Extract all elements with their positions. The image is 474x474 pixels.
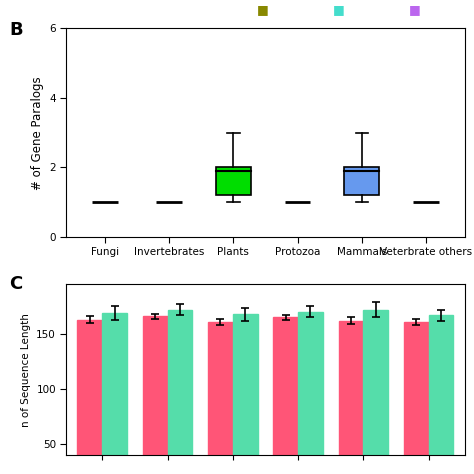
Text: ■: ■ — [333, 3, 345, 16]
Bar — [143, 316, 167, 474]
Text: ■: ■ — [409, 3, 420, 16]
Bar — [404, 322, 428, 474]
Bar — [167, 310, 192, 474]
Text: B: B — [9, 21, 23, 39]
Y-axis label: n of Sequence Length: n of Sequence Length — [21, 313, 31, 427]
Legend: Fungi, Plants, Mammals, Invertebrates, Protozoa, Vertebrate others: Fungi, Plants, Mammals, Invertebrates, P… — [222, 317, 448, 341]
Bar — [216, 167, 251, 195]
Bar — [102, 313, 127, 474]
Bar — [344, 167, 379, 195]
X-axis label: Organismal Divisions: Organismal Divisions — [192, 310, 339, 323]
Bar — [298, 312, 323, 474]
Bar — [208, 322, 233, 474]
Text: ■: ■ — [257, 3, 269, 16]
Bar — [273, 318, 298, 474]
Bar — [364, 310, 388, 474]
Bar — [428, 315, 454, 474]
Y-axis label: # of Gene Paralogs: # of Gene Paralogs — [31, 76, 44, 190]
Bar — [233, 314, 257, 474]
Bar — [77, 319, 102, 474]
Text: C: C — [9, 275, 23, 293]
Bar — [338, 321, 364, 474]
